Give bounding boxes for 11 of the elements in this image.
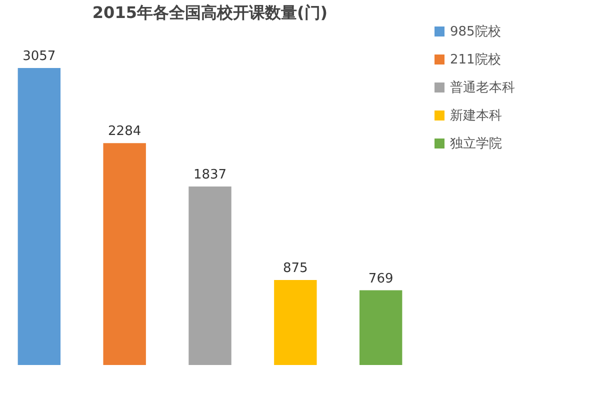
data-label: 769 xyxy=(368,271,394,286)
data-label: 1837 xyxy=(193,168,227,183)
data-label: 2284 xyxy=(108,124,142,140)
data-label: 3057 xyxy=(22,49,56,64)
data-label: 875 xyxy=(283,261,308,276)
legend-label: 985院校 xyxy=(450,24,501,40)
legend-label: 211院校 xyxy=(450,52,501,68)
legend-label: 独立学院 xyxy=(450,136,502,152)
legend-label: 普通老本科 xyxy=(450,80,515,96)
chart-title: 2015年各全国高校开课数量(门) xyxy=(92,3,328,22)
legend-label: 新建本科 xyxy=(450,108,502,124)
